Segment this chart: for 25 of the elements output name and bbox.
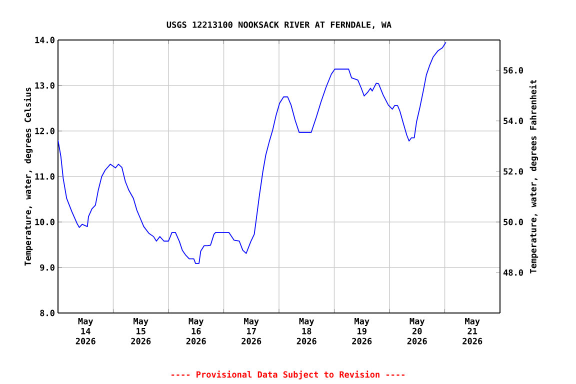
y-tick-label: 10.0 [35, 218, 54, 226]
x-tick-label: May 21 2026 [462, 318, 482, 344]
chart-title: USGS 12213100 NOOKSACK RIVER AT FERNDALE, WA [166, 21, 392, 29]
y-tick-label: 9.0 [40, 264, 54, 271]
x-tick-label: May 15 2026 [131, 318, 151, 344]
y2-tick-label: 48.0 [503, 269, 523, 276]
y-axis-title: Temperature, water, degrees Celsius [24, 88, 33, 266]
line-series [58, 42, 446, 264]
x-tick-label: May 18 2026 [296, 318, 316, 344]
y2-tick-label: 50.0 [504, 218, 523, 226]
y2-tick-label: 54.0 [504, 118, 523, 124]
y-tick-label: 14.0 [35, 36, 54, 44]
x-tick-label: May 19 2026 [352, 318, 372, 344]
x-tick-label: May 17 2026 [242, 318, 262, 344]
x-tick-label: May 20 2026 [407, 318, 427, 344]
y2-axis-title: Temperature, water, degrees Fahrenheit [529, 80, 538, 274]
y-tick-label: 12.0 [35, 128, 54, 134]
text: ---- Provisional Data Subject to Revision ---- [172, 370, 404, 380]
y-tick-label: 11.0 [35, 173, 54, 180]
y2-tick-label: 52.0 [504, 168, 523, 175]
y2-tick-label: 56.0 [504, 67, 523, 74]
x-tick-label: May 14 2026 [76, 318, 96, 344]
x-tick-label: May 16 2026 [186, 318, 206, 344]
y-tick-label: 13.0 [35, 82, 54, 89]
y-tick-label: 8.0 [40, 310, 54, 316]
